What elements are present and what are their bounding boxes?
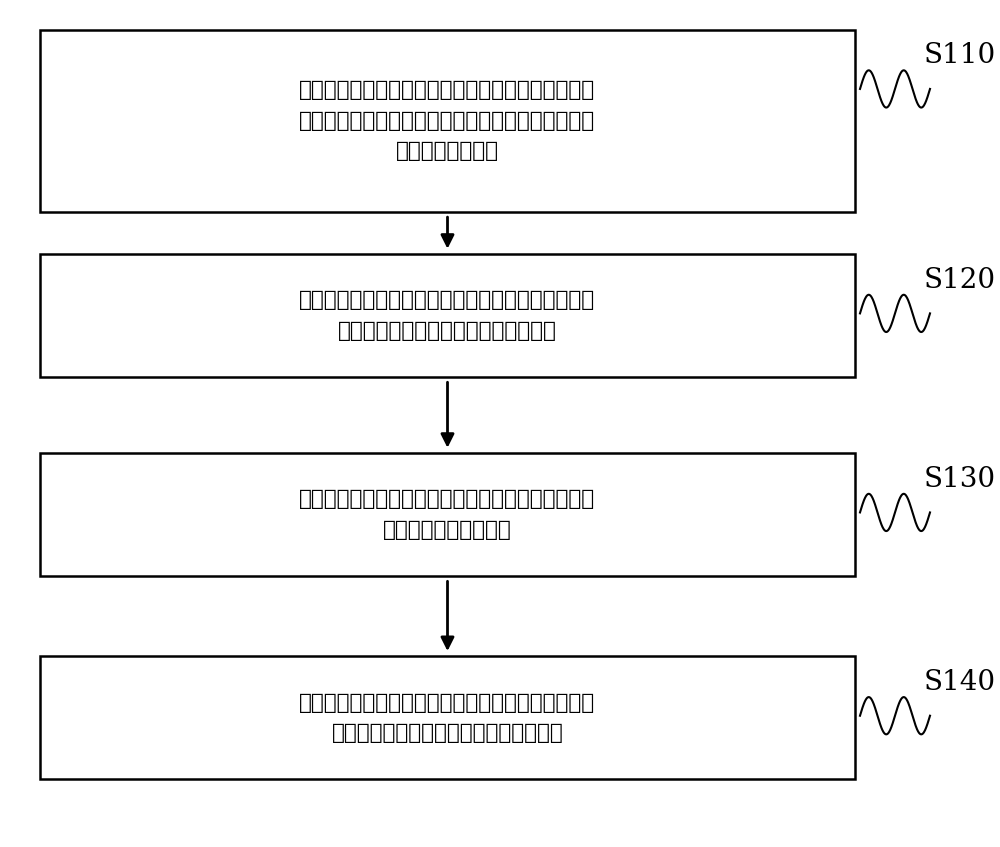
Text: 基于获取的所述过滤网污染物吸附程度预测模型，确
定所述目标空调的过滤网的可使用时长: 基于获取的所述过滤网污染物吸附程度预测模型，确 定所述目标空调的过滤网的可使用时… xyxy=(299,291,596,340)
Text: 判断所述目标空调的累计运行时长是否大于确定的所
述过滤网的可使用时长: 判断所述目标空调的累计运行时长是否大于确定的所 述过滤网的可使用时长 xyxy=(299,490,596,540)
Text: S140: S140 xyxy=(924,669,996,696)
Text: S120: S120 xyxy=(924,267,996,294)
Text: S130: S130 xyxy=(924,466,996,493)
Bar xyxy=(40,254,855,377)
Bar xyxy=(40,30,855,212)
Text: 获取目标空调所在地区的地区信息，以根据所述地区
信息获取所述目标空调所在地区对应的过滤网污染物
吸附程度预测模型: 获取目标空调所在地区的地区信息，以根据所述地区 信息获取所述目标空调所在地区对应… xyxy=(299,80,596,161)
Bar xyxy=(40,453,855,576)
Text: 若判断所述累计运行时长大于所述可使用时长，则发
出进行清洗或更换所述过滤网的提醒信息: 若判断所述累计运行时长大于所述可使用时长，则发 出进行清洗或更换所述过滤网的提醒… xyxy=(299,693,596,743)
Bar xyxy=(40,656,855,779)
Text: S110: S110 xyxy=(924,42,996,69)
